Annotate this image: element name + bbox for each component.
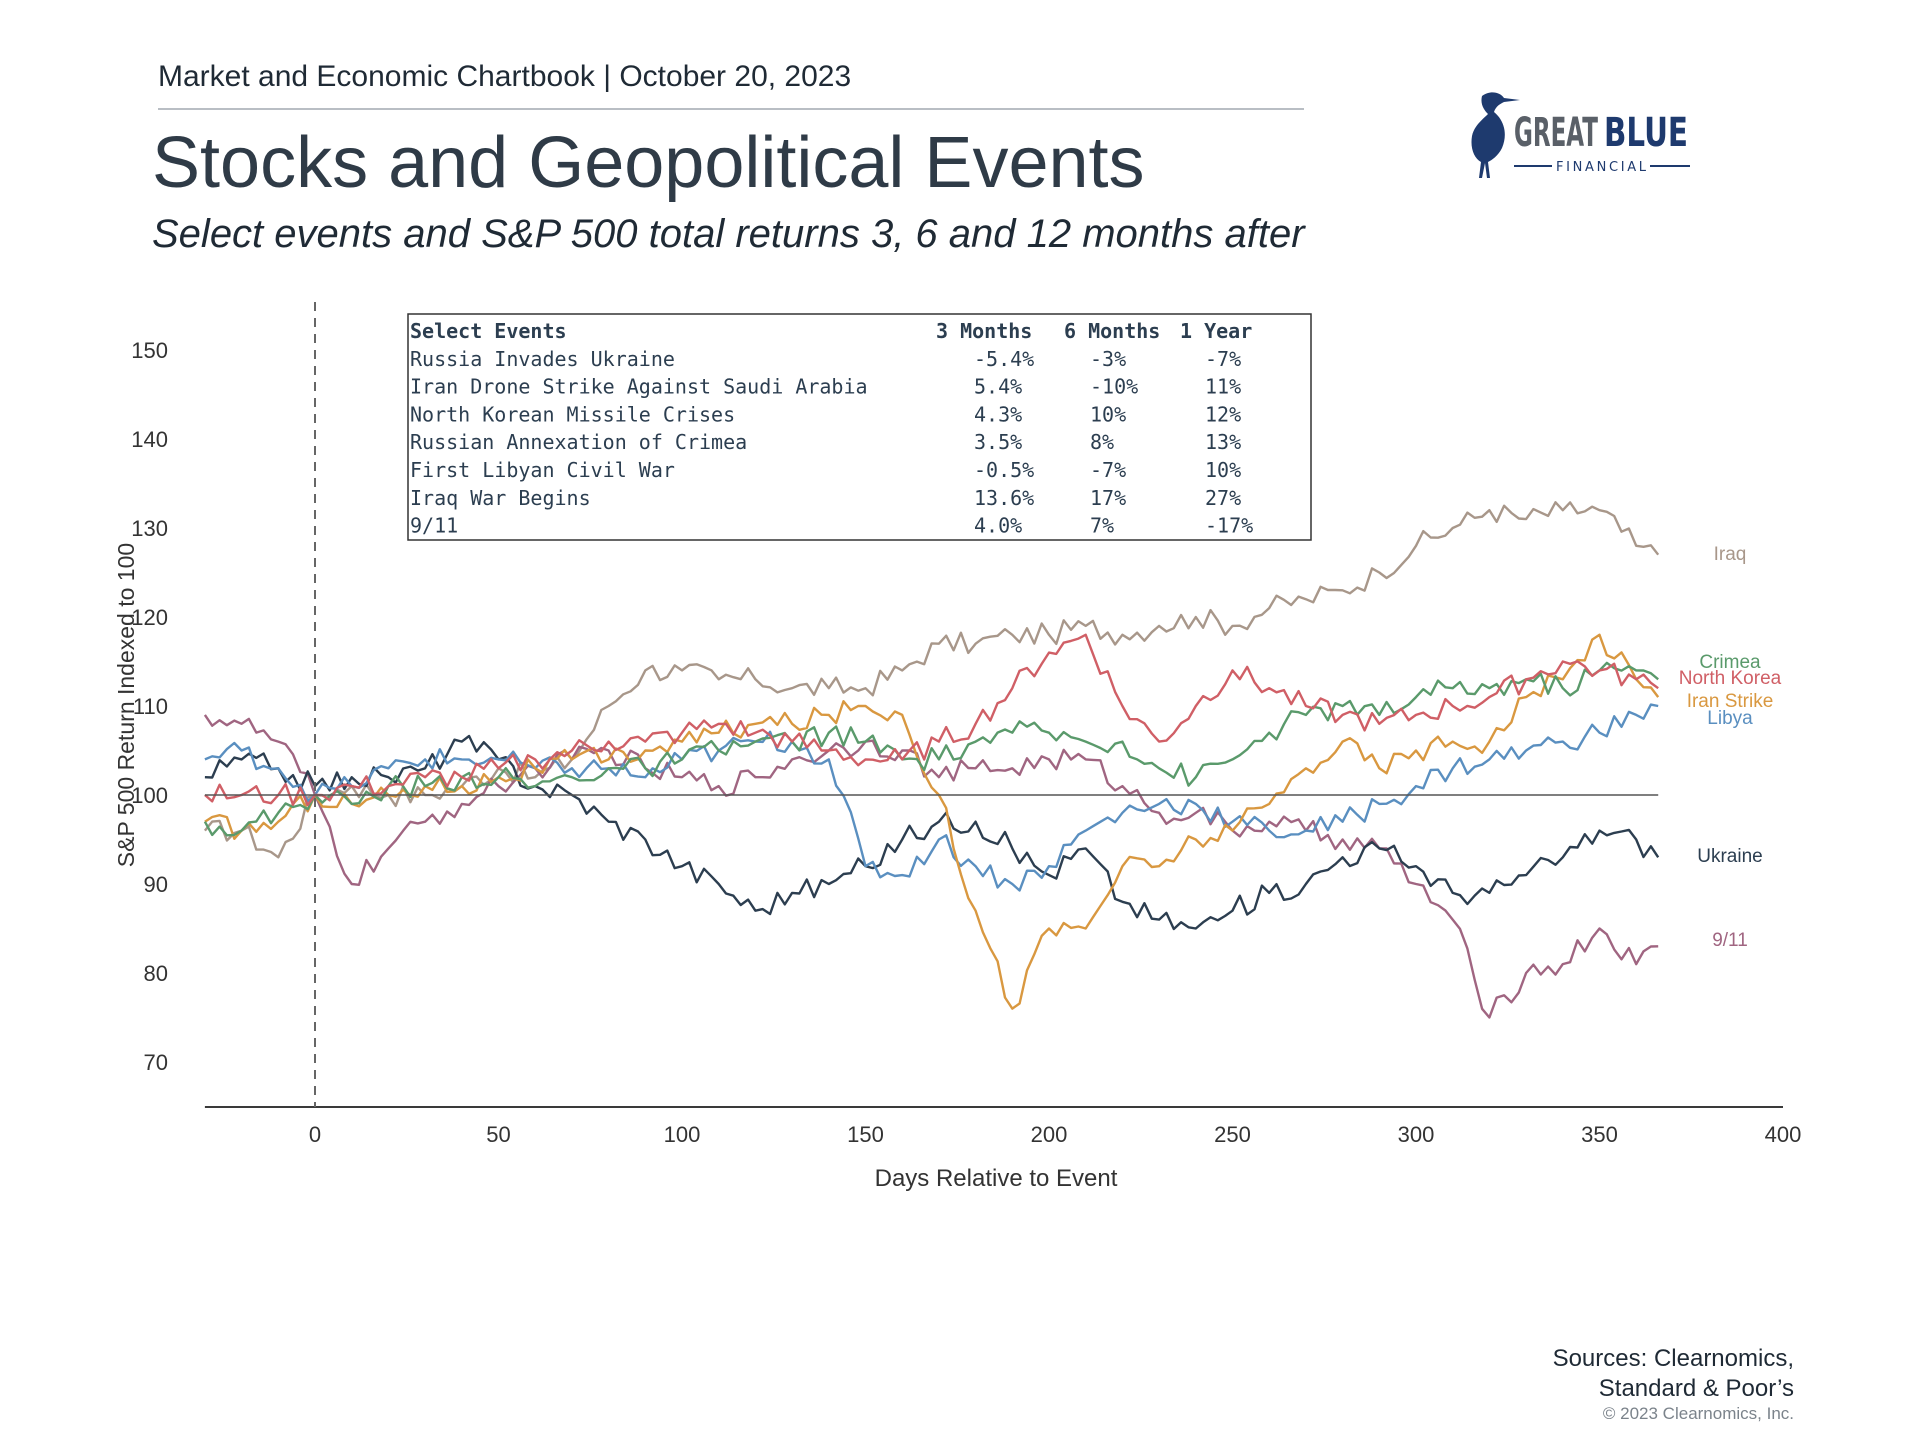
y-tick-label: 130 (131, 516, 168, 541)
table-cell: -3% (1090, 347, 1126, 371)
end-label-libya: Libya (1707, 708, 1753, 729)
table-event-name: Russian Annexation of Crimea (410, 430, 747, 454)
chartbook-header: Market and Economic Chartbook | October … (158, 60, 852, 93)
sources-line-2: Standard & Poor’s (1598, 1375, 1794, 1402)
x-tick-label: 0 (309, 1122, 321, 1147)
table-event-name: Iraq War Begins (410, 486, 591, 510)
logo-word-blue: BLUE (1604, 110, 1688, 156)
y-tick-label: 100 (131, 783, 168, 808)
y-axis-title: S&P 500 Return Indexed to 100 (113, 543, 139, 867)
table-cell: 17% (1090, 486, 1126, 510)
y-tick-label: 80 (144, 961, 168, 986)
great-blue-logo: GREAT BLUE FINANCIAL (1460, 86, 1720, 190)
table-cell: 13.6% (974, 486, 1034, 510)
table-cell: -0.5% (974, 458, 1034, 482)
x-tick-label: 50 (486, 1122, 510, 1147)
table-event-name: North Korean Missile Crises (410, 402, 735, 426)
end-label-iran-strike: Iran Strike (1687, 691, 1774, 712)
y-tick-label: 110 (133, 694, 168, 719)
x-tick-label: 250 (1214, 1122, 1251, 1147)
series-line-iran-strike (204, 633, 1660, 1010)
y-tick-label: 150 (131, 338, 168, 363)
end-label-9-11: 9/11 (1712, 930, 1748, 951)
table-cell: 3.5% (974, 430, 1022, 454)
sources-line-1: Sources: Clearnomics, (1552, 1345, 1794, 1372)
table-cell: -10% (1090, 375, 1138, 399)
table-cell: 5.4% (974, 375, 1022, 399)
table-cell: -7% (1205, 347, 1241, 371)
sources-note: Sources: Clearnomics, Standard & Poor’s (1553, 1344, 1794, 1404)
x-axis-title: Days Relative to Event (875, 1165, 1118, 1192)
table-cell: 12% (1205, 402, 1241, 426)
table-cell: 10% (1090, 402, 1126, 426)
logo-word-financial: FINANCIAL (1556, 160, 1647, 175)
series-line-north-korea (204, 633, 1659, 807)
events-table (407, 313, 1312, 541)
y-tick-label: 90 (144, 872, 168, 897)
table-header: Select Events (410, 319, 567, 343)
x-tick-label: 400 (1765, 1122, 1802, 1147)
heron-icon (1471, 92, 1520, 178)
table-cell: -17% (1205, 514, 1253, 538)
end-label-crimea: Crimea (1699, 652, 1761, 673)
y-tick-label: 120 (131, 605, 168, 630)
table-event-name: Iran Drone Strike Against Saudi Arabia (410, 375, 868, 399)
end-label-north-korea: North Korea (1679, 668, 1782, 689)
y-tick-label: 140 (131, 427, 168, 452)
logo-word-great: GREAT (1514, 110, 1598, 156)
table-header: 3 Months (936, 319, 1032, 343)
table-cell: -5.4% (974, 347, 1034, 371)
page-subtitle: Select events and S&P 500 total returns … (152, 212, 1305, 256)
series-line-crimea (203, 661, 1659, 837)
x-tick-label: 150 (847, 1122, 884, 1147)
x-tick-label: 300 (1398, 1122, 1435, 1147)
x-tick-label: 200 (1031, 1122, 1068, 1147)
series-line-9-11 (203, 714, 1659, 1019)
x-tick-label: 100 (664, 1122, 701, 1147)
table-event-name: First Libyan Civil War (410, 458, 675, 482)
end-label-iraq: Iraq (1714, 544, 1747, 565)
table-header: 1 Year (1180, 319, 1252, 343)
x-tick-label: 350 (1581, 1122, 1618, 1147)
table-cell: 11% (1205, 375, 1241, 399)
series-line-ukraine (204, 734, 1660, 931)
table-header: 6 Months (1064, 319, 1160, 343)
table-cell: 10% (1205, 458, 1241, 482)
table-cell: 13% (1205, 430, 1241, 454)
series-line-iraq (203, 501, 1660, 859)
line-chart: 0 50 100 150 200 250 300 350 400 70 80 90 100 110 120 1… (113, 302, 1802, 1192)
header-divider (158, 108, 1304, 110)
table-cell: 27% (1205, 486, 1241, 510)
series-line-libya (204, 703, 1659, 892)
table-event-name: 9/11 (410, 514, 458, 538)
copyright-note: © 2023 Clearnomics, Inc. (1602, 1404, 1794, 1423)
end-label-ukraine: Ukraine (1697, 846, 1762, 867)
table-cell: 4.3% (974, 402, 1022, 426)
table-cell: -7% (1090, 458, 1126, 482)
y-tick-label: 70 (144, 1050, 168, 1075)
table-cell: 8% (1090, 430, 1114, 454)
table-cell: 4.0% (974, 514, 1022, 538)
table-event-name: Russia Invades Ukraine (410, 347, 675, 371)
table-cell: 7% (1090, 514, 1114, 538)
page-title: Stocks and Geopolitical Events (152, 123, 1145, 203)
